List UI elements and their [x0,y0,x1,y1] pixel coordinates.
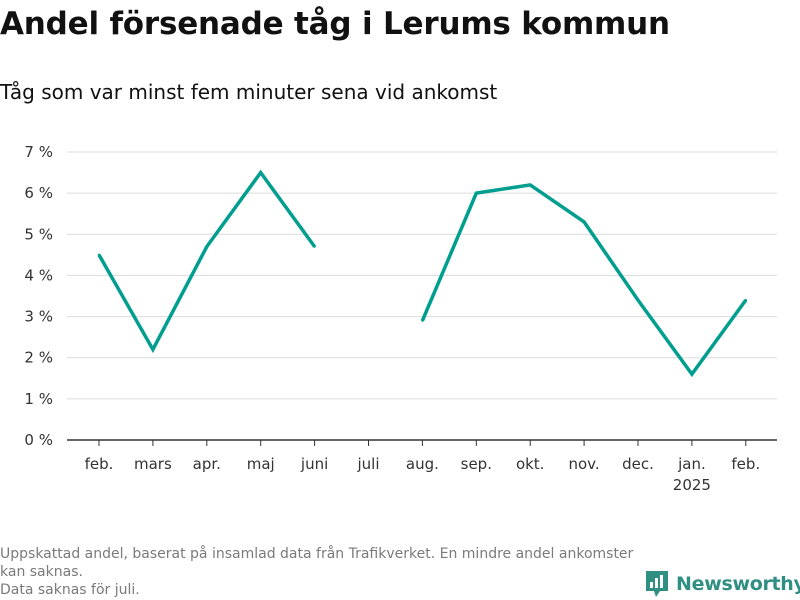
x-tick-label: maj [247,455,275,473]
chart-title: Andel försenade tåg i Lerums kommun [0,6,670,42]
x-tick-label: aug. [406,455,439,473]
chart-subtitle: Tåg som var minst fem minuter sena vid a… [0,80,498,104]
brand-name: Newsworthy [676,573,800,595]
x-tick-label: okt. [516,455,545,473]
data-point[interactable] [259,171,262,174]
y-tick-label: 7 % [24,143,53,161]
x-axis-labels: feb. mars apr. maj juni juli aug. sep. okt. nov. d… [85,440,760,494]
x-tick-label: mars [134,455,172,473]
line-chart: 0 % 1 % 2 % 3 % 4 % 5 % 6 % 7 % feb. mars apr. maj… [24,143,777,494]
data-point[interactable] [151,348,155,351]
series-line-segment [97,169,317,354]
x-tick-label: dec. [622,455,654,473]
data-point[interactable] [205,245,208,248]
gridlines [67,151,777,441]
y-tick-label: 5 % [24,225,53,243]
y-tick-label: 6 % [24,184,53,202]
y-axis-labels: 0 % 1 % 2 % 3 % 4 % 5 % 6 % 7 % [24,143,53,449]
x-tick-sublabel: 2025 [673,476,711,494]
x-tick-label: feb. [85,455,114,473]
data-point[interactable] [313,245,316,248]
footnote-missing-data: Data saknas för juli. [0,582,140,598]
data-point[interactable] [690,372,694,376]
x-tick-label: juli [356,455,379,473]
y-tick-label: 1 % [24,390,53,408]
footnote-source: Uppskattad andel, baserat på insamlad da… [0,546,634,580]
y-tick-label: 4 % [24,266,53,284]
data-point[interactable] [636,298,640,302]
data-point[interactable] [475,191,478,195]
x-tick-label: sep. [461,455,492,473]
x-tick-label: apr. [193,455,221,473]
y-tick-label: 3 % [24,308,53,326]
y-tick-label: 2 % [24,349,53,367]
data-point[interactable] [529,183,532,187]
data-point[interactable] [97,253,101,257]
data-point[interactable] [744,298,747,302]
x-tick-label: feb. [731,455,760,473]
series-lines [97,169,748,378]
x-tick-label: juni [300,455,328,473]
y-tick-label: 0 % [24,431,53,449]
x-tick-label: nov. [569,455,600,473]
footnotes: Uppskattad andel, baserat på insamlad da… [0,545,640,599]
data-point[interactable] [421,319,424,322]
newsworthy-logo-icon [646,571,668,597]
x-tick-label: jan. [677,455,706,473]
brand-logo[interactable]: Newsworthy [644,568,800,600]
series-line-segment [420,183,748,378]
data-point[interactable] [582,220,586,224]
